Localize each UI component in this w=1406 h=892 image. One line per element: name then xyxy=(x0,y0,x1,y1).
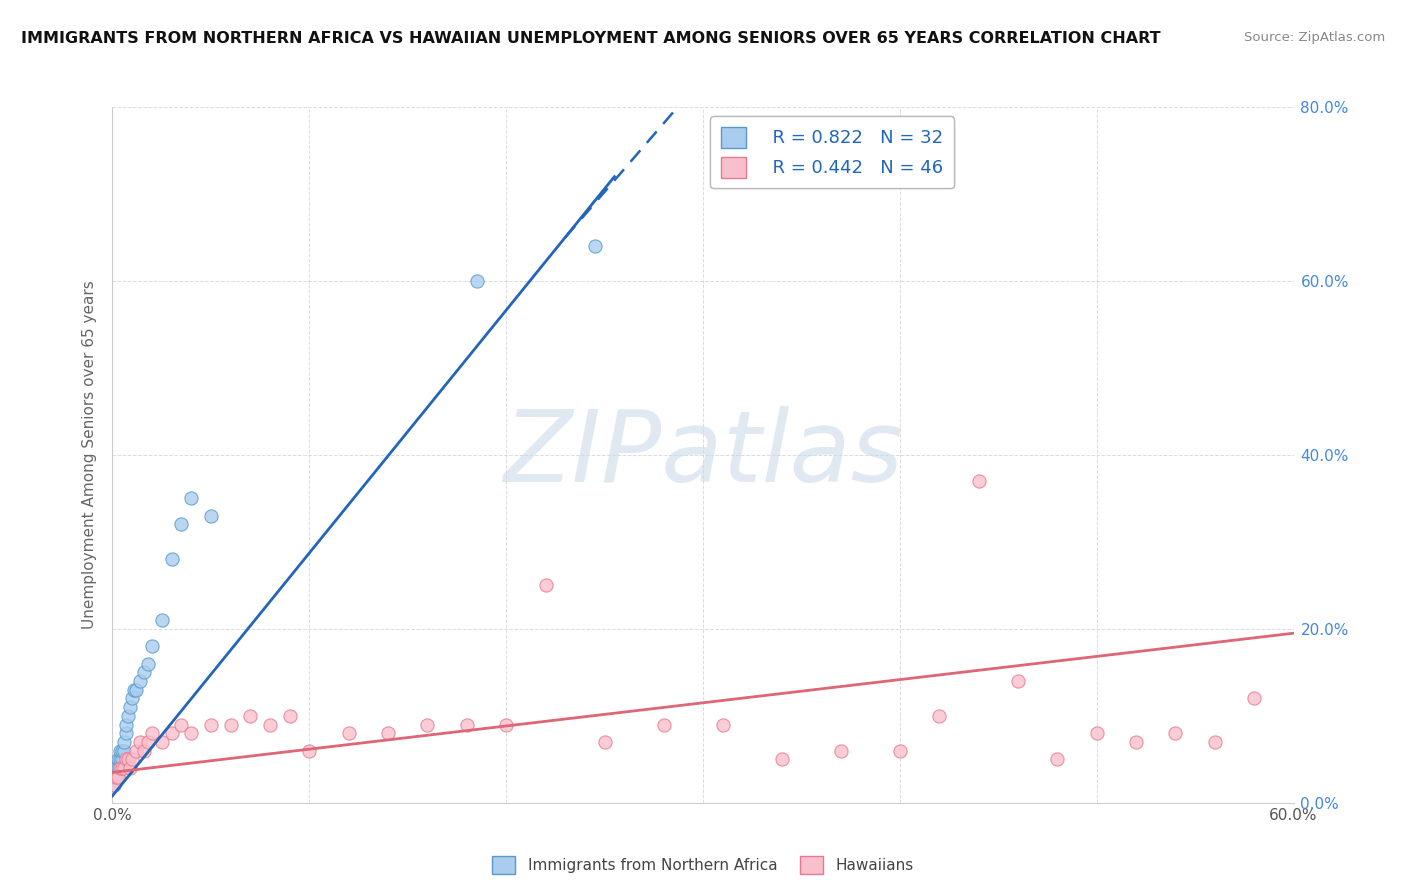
Point xyxy=(170,517,193,532)
Point xyxy=(337,726,360,740)
Point xyxy=(278,708,301,723)
Point xyxy=(465,274,488,288)
Point xyxy=(105,770,128,784)
Point xyxy=(770,752,793,766)
Point xyxy=(1007,674,1029,689)
Point xyxy=(495,717,517,731)
Point xyxy=(200,717,222,731)
Point xyxy=(377,726,399,740)
Point xyxy=(103,778,125,792)
Point xyxy=(1125,735,1147,749)
Point xyxy=(132,665,155,680)
Point xyxy=(593,735,616,749)
Point xyxy=(136,657,159,671)
Point xyxy=(117,752,139,766)
Point xyxy=(416,717,439,731)
Point xyxy=(298,744,321,758)
Point xyxy=(219,717,242,731)
Point xyxy=(105,761,128,775)
Point xyxy=(115,726,138,740)
Point xyxy=(239,708,262,723)
Point xyxy=(652,717,675,731)
Point xyxy=(129,674,152,689)
Point xyxy=(1243,691,1265,706)
Point xyxy=(115,752,138,766)
Point xyxy=(107,761,129,775)
Legend: Immigrants from Northern Africa, Hawaiians: Immigrants from Northern Africa, Hawaiia… xyxy=(486,850,920,880)
Point xyxy=(200,508,222,523)
Point xyxy=(112,744,135,758)
Point xyxy=(103,778,125,792)
Point xyxy=(711,717,734,731)
Point xyxy=(180,726,202,740)
Point xyxy=(115,717,138,731)
Point xyxy=(180,491,202,506)
Point xyxy=(110,752,132,766)
Point xyxy=(141,726,163,740)
Point xyxy=(889,744,911,758)
Point xyxy=(107,770,129,784)
Point xyxy=(121,691,143,706)
Point xyxy=(136,735,159,749)
Point xyxy=(141,639,163,653)
Point xyxy=(110,761,132,775)
Point xyxy=(583,239,606,253)
Point xyxy=(967,474,990,488)
Point xyxy=(125,682,148,697)
Point xyxy=(122,682,145,697)
Point xyxy=(160,552,183,566)
Point xyxy=(110,744,132,758)
Point xyxy=(534,578,557,592)
Point xyxy=(830,744,852,758)
Point xyxy=(110,761,132,775)
Point xyxy=(120,700,142,714)
Text: IMMIGRANTS FROM NORTHERN AFRICA VS HAWAIIAN UNEMPLOYMENT AMONG SENIORS OVER 65 Y: IMMIGRANTS FROM NORTHERN AFRICA VS HAWAI… xyxy=(21,31,1161,46)
Point xyxy=(160,726,183,740)
Point xyxy=(125,744,148,758)
Legend:   R = 0.822   N = 32,   R = 0.442   N = 46: R = 0.822 N = 32, R = 0.442 N = 46 xyxy=(710,116,953,188)
Text: Source: ZipAtlas.com: Source: ZipAtlas.com xyxy=(1244,31,1385,45)
Point xyxy=(111,744,134,758)
Point xyxy=(1046,752,1069,766)
Point xyxy=(928,708,950,723)
Point xyxy=(103,770,125,784)
Point xyxy=(259,717,281,731)
Y-axis label: Unemployment Among Seniors over 65 years: Unemployment Among Seniors over 65 years xyxy=(82,281,97,629)
Point xyxy=(117,708,139,723)
Point xyxy=(112,735,135,749)
Point xyxy=(1164,726,1187,740)
Point xyxy=(456,717,478,731)
Point xyxy=(1204,735,1226,749)
Point xyxy=(105,770,128,784)
Point xyxy=(150,613,173,627)
Point xyxy=(1085,726,1108,740)
Point xyxy=(120,761,142,775)
Point xyxy=(111,761,134,775)
Point xyxy=(107,752,129,766)
Point xyxy=(121,752,143,766)
Point xyxy=(112,761,135,775)
Point xyxy=(111,752,134,766)
Point xyxy=(129,735,152,749)
Point xyxy=(132,744,155,758)
Point xyxy=(150,735,173,749)
Point xyxy=(107,770,129,784)
Text: ZIPatlas: ZIPatlas xyxy=(503,407,903,503)
Point xyxy=(170,717,193,731)
